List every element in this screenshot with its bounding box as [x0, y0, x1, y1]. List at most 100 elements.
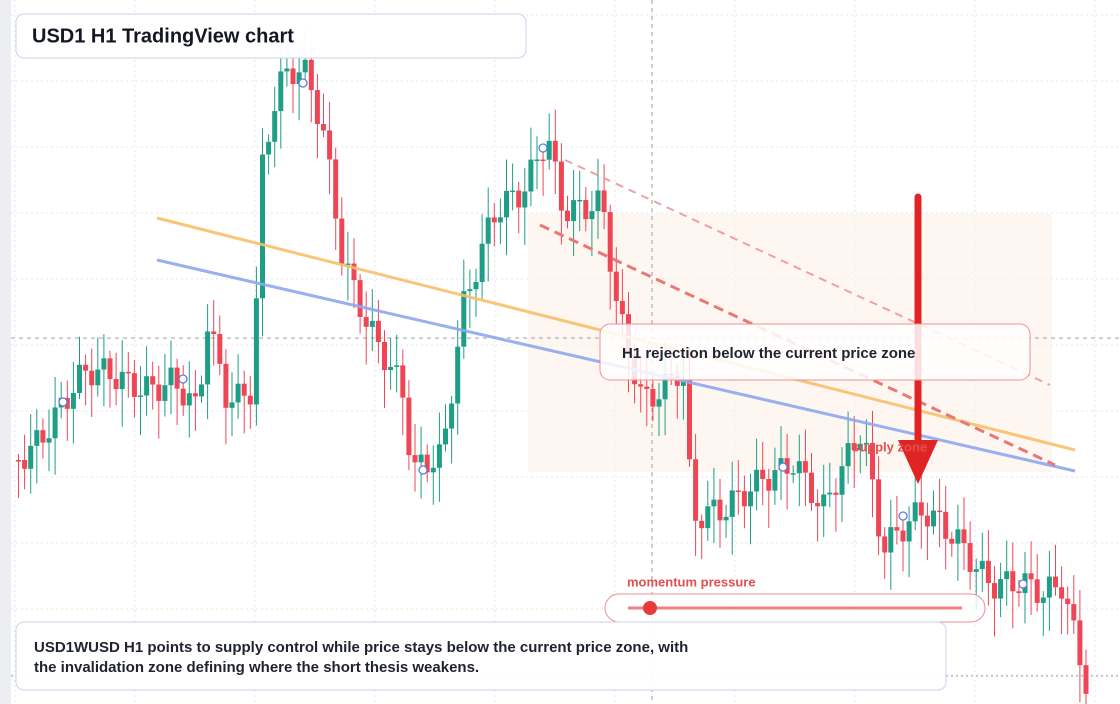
- candle-body: [644, 386, 650, 389]
- candle-body: [375, 320, 381, 343]
- candle-body: [1004, 571, 1010, 580]
- candle-body: [89, 370, 95, 386]
- candle-body: [1016, 591, 1022, 594]
- candle-body: [497, 217, 503, 223]
- candle-body: [461, 291, 467, 347]
- candle-body: [680, 379, 686, 386]
- summary-line: USD1WUSD H1 points to supply control whi…: [34, 639, 688, 656]
- candle-body: [125, 371, 131, 374]
- arrow-head: [898, 440, 938, 484]
- candle-body: [931, 510, 936, 527]
- candle-body: [571, 200, 577, 222]
- candle-body: [406, 397, 412, 456]
- candle-body: [296, 72, 302, 85]
- candle-body: [833, 492, 839, 495]
- candle-body: [1034, 579, 1040, 603]
- candle-body: [809, 472, 814, 503]
- candle-body: [979, 560, 985, 570]
- candle-body: [95, 369, 101, 386]
- candle-body: [845, 443, 851, 467]
- candle-body: [77, 364, 82, 393]
- candle-body: [857, 443, 863, 451]
- candle-body: [912, 502, 918, 522]
- marker: [178, 374, 188, 384]
- candle-body: [491, 217, 497, 223]
- candle-body: [28, 445, 34, 469]
- candle-body: [613, 271, 619, 301]
- candle-body: [906, 521, 912, 542]
- candle-body: [638, 384, 644, 387]
- candle-body: [1065, 598, 1071, 605]
- candle-body: [973, 569, 979, 572]
- candle-body: [485, 217, 491, 244]
- candle-body: [1010, 571, 1016, 592]
- candle-body: [583, 199, 589, 220]
- candle-body: [924, 515, 930, 527]
- candle-body: [516, 190, 522, 208]
- candle-body: [967, 543, 973, 572]
- candle-body: [229, 402, 235, 408]
- candle-body: [455, 346, 461, 404]
- candle-body: [723, 516, 729, 521]
- candle-body: [961, 529, 967, 544]
- candle-body: [333, 159, 339, 219]
- candle-body: [217, 333, 223, 364]
- marker: [778, 462, 788, 472]
- candle-body: [369, 320, 375, 327]
- candle-body: [656, 399, 662, 407]
- candle-body: [687, 379, 692, 460]
- candle-body: [741, 491, 747, 507]
- candle-body: [473, 282, 479, 290]
- summary-box: [15, 621, 947, 691]
- candle-body: [949, 538, 955, 544]
- candle-body: [985, 560, 991, 584]
- candle-body: [504, 190, 509, 218]
- candle-body: [34, 430, 40, 446]
- candle-body: [802, 461, 808, 473]
- candle-body: [607, 212, 613, 272]
- candle-body: [870, 442, 875, 480]
- candle-body: [278, 71, 284, 112]
- candle-body: [162, 385, 168, 401]
- candle-body: [943, 511, 949, 539]
- candle-body: [260, 154, 265, 299]
- candle-body: [650, 388, 656, 407]
- candle-body: [16, 460, 21, 462]
- candle-body: [327, 130, 333, 160]
- candle-body: [528, 159, 534, 192]
- candle-body: [180, 388, 186, 406]
- candle-body: [1083, 665, 1089, 694]
- candle-body: [266, 141, 272, 155]
- candle-body: [815, 502, 821, 507]
- candle-body: [552, 140, 558, 162]
- candle-body: [186, 393, 192, 406]
- candle-body: [40, 430, 46, 443]
- candle-body: [577, 199, 583, 202]
- candle-body: [314, 90, 320, 125]
- candle-body: [449, 403, 455, 429]
- candle-body: [1059, 587, 1065, 599]
- candle-body: [1071, 604, 1077, 621]
- candle-body: [46, 438, 52, 443]
- candle-body: [119, 371, 125, 390]
- candle-body: [168, 367, 174, 386]
- candle-body: [888, 527, 894, 553]
- candle-body: [918, 502, 924, 516]
- candle-body: [735, 490, 741, 493]
- candle-body: [998, 579, 1004, 599]
- candle-body: [1028, 573, 1034, 580]
- candle-body: [284, 68, 290, 72]
- candle-body: [821, 494, 827, 507]
- candle-body: [131, 373, 137, 397]
- candle-body: [595, 190, 601, 212]
- candle-body: [345, 263, 351, 266]
- candle-body: [754, 469, 760, 492]
- candle-body: [321, 124, 326, 131]
- candle-body: [790, 473, 796, 475]
- candle-body: [565, 210, 570, 222]
- candle-body: [662, 373, 668, 400]
- title: USD1 H1 TradingView chart: [32, 25, 294, 47]
- candle-body: [717, 499, 723, 521]
